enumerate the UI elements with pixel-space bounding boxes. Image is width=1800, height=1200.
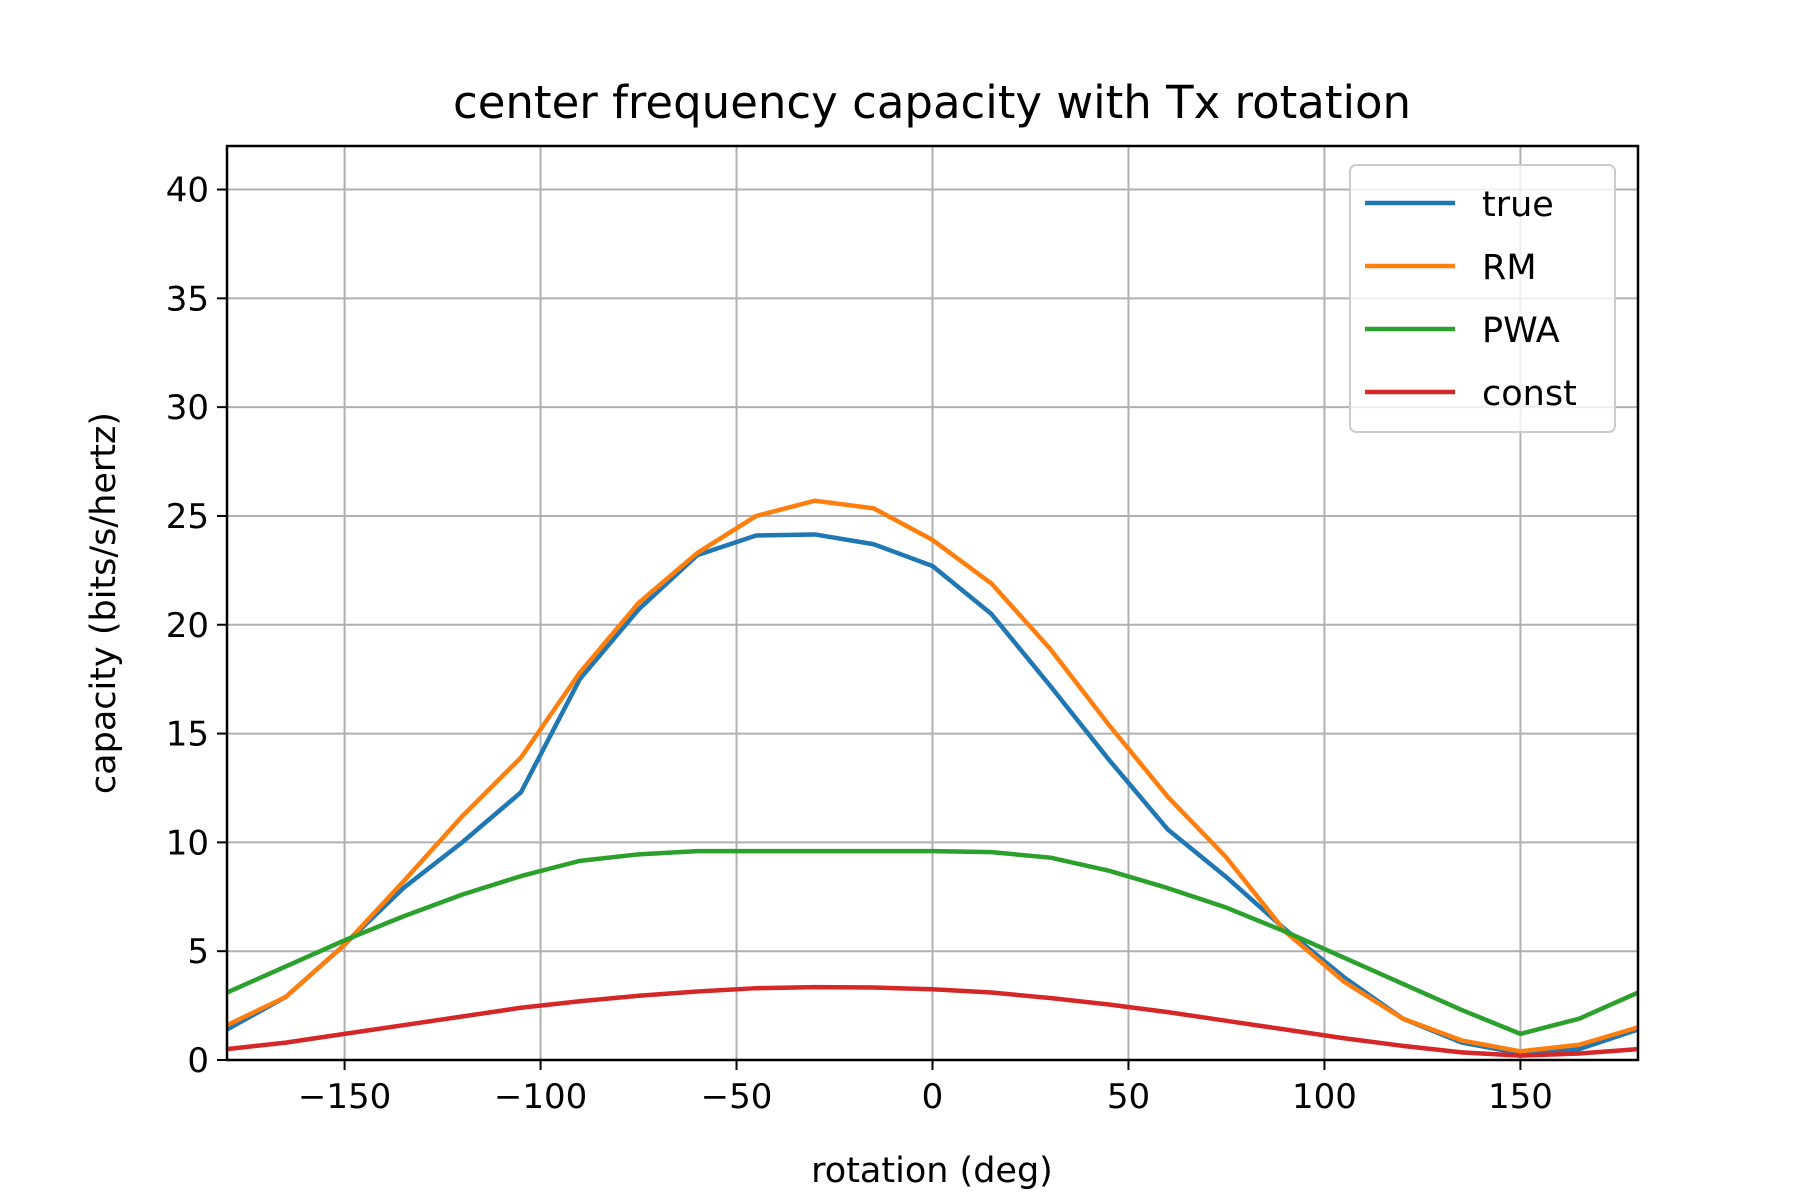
x-tick-label: 50 [1107,1077,1150,1117]
x-tick-label: 0 [922,1077,944,1117]
legend-label-const: const [1482,374,1577,414]
y-tick-label: 5 [187,932,209,972]
y-tick-label: 0 [187,1041,209,1081]
x-tick-label: −100 [494,1077,587,1117]
series-line-RM [226,498,1639,1054]
y-tick-label: 30 [166,388,209,428]
legend-label-RM: RM [1482,248,1537,288]
y-tick-label: 10 [166,823,209,863]
y-axis-label: capacity (bits/s/hertz) [84,412,124,794]
y-tick-label: 25 [166,497,209,537]
x-tick-label: −150 [298,1077,391,1117]
x-tick-label: 150 [1488,1077,1553,1117]
legend-label-PWA: PWA [1482,311,1560,351]
legend-label-true: true [1482,185,1554,225]
y-tick-label: 35 [166,279,209,319]
legend-box [1349,164,1616,433]
ticks: −150 −100 −50 0 50 100 150 0 5 10 15 20 25 30 35 40 [166,171,1553,1117]
x-tick-label: −50 [701,1077,773,1117]
series-line-const [226,984,1639,1058]
y-tick-label: 15 [166,715,209,755]
chart-title: center frequency capacity with Tx rotati… [453,76,1411,129]
series-line-PWA [226,848,1639,1037]
x-axis-label: rotation (deg) [811,1151,1053,1191]
y-tick-label: 40 [166,171,209,211]
x-tick-label: 100 [1292,1077,1357,1117]
legend: true RM PWA const [1349,164,1616,433]
series-lines [225,498,1639,1058]
y-tick-label: 20 [166,606,209,646]
